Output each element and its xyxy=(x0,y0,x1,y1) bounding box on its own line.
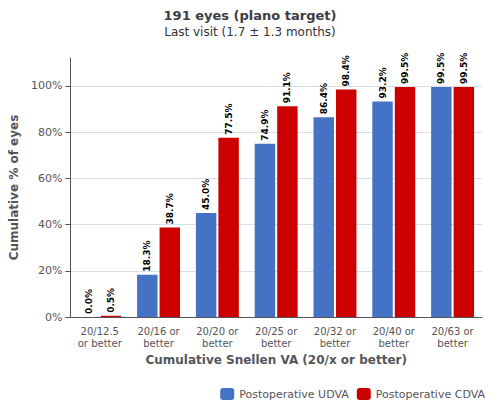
svg-text:0%: 0% xyxy=(45,311,62,324)
svg-text:38.7%: 38.7% xyxy=(165,193,175,224)
svg-text:191 eyes (plano target): 191 eyes (plano target) xyxy=(164,8,337,23)
svg-text:18.3%: 18.3% xyxy=(142,240,152,271)
svg-text:better: better xyxy=(143,338,174,349)
svg-text:or better: or better xyxy=(78,338,123,349)
svg-text:Postoperative CDVA: Postoperative CDVA xyxy=(376,388,486,401)
svg-text:better: better xyxy=(202,338,233,349)
svg-text:91.1%: 91.1% xyxy=(282,72,292,103)
svg-text:20/16 or: 20/16 or xyxy=(137,326,180,337)
svg-text:better: better xyxy=(437,338,468,349)
svg-text:better: better xyxy=(261,338,292,349)
svg-text:Last visit (1.7 ± 1.3 months): Last visit (1.7 ± 1.3 months) xyxy=(164,25,336,39)
svg-text:86.4%: 86.4% xyxy=(319,83,329,114)
svg-text:20/32 or: 20/32 or xyxy=(314,326,357,337)
svg-text:Cumulative Snellen VA (20/x or: Cumulative Snellen VA (20/x or better) xyxy=(145,353,407,367)
svg-text:20%: 20% xyxy=(38,264,62,277)
svg-text:80%: 80% xyxy=(38,126,62,139)
svg-text:0.0%: 0.0% xyxy=(84,289,94,314)
svg-text:77.5%: 77.5% xyxy=(224,104,234,135)
svg-text:45.0%: 45.0% xyxy=(201,179,211,210)
svg-text:20/25 or: 20/25 or xyxy=(255,326,298,337)
svg-text:99.5%: 99.5% xyxy=(400,53,410,84)
svg-text:40%: 40% xyxy=(38,218,62,231)
svg-text:100%: 100% xyxy=(31,79,62,92)
svg-text:20/40 or: 20/40 or xyxy=(373,326,416,337)
svg-text:20/63 or: 20/63 or xyxy=(431,326,474,337)
svg-text:98.4%: 98.4% xyxy=(341,55,351,86)
svg-text:0.5%: 0.5% xyxy=(106,288,116,313)
svg-text:99.5%: 99.5% xyxy=(459,53,469,84)
svg-text:better: better xyxy=(378,338,409,349)
svg-text:20/20 or: 20/20 or xyxy=(196,326,239,337)
svg-text:99.5%: 99.5% xyxy=(436,53,446,84)
svg-text:Postoperative UDVA: Postoperative UDVA xyxy=(239,388,349,401)
svg-text:Cumulative % of eyes: Cumulative % of eyes xyxy=(7,115,21,261)
svg-text:74.9%: 74.9% xyxy=(260,110,270,141)
svg-text:20/12.5: 20/12.5 xyxy=(81,326,119,337)
svg-text:93.2%: 93.2% xyxy=(378,67,388,98)
svg-text:60%: 60% xyxy=(38,172,62,185)
svg-text:better: better xyxy=(320,338,351,349)
